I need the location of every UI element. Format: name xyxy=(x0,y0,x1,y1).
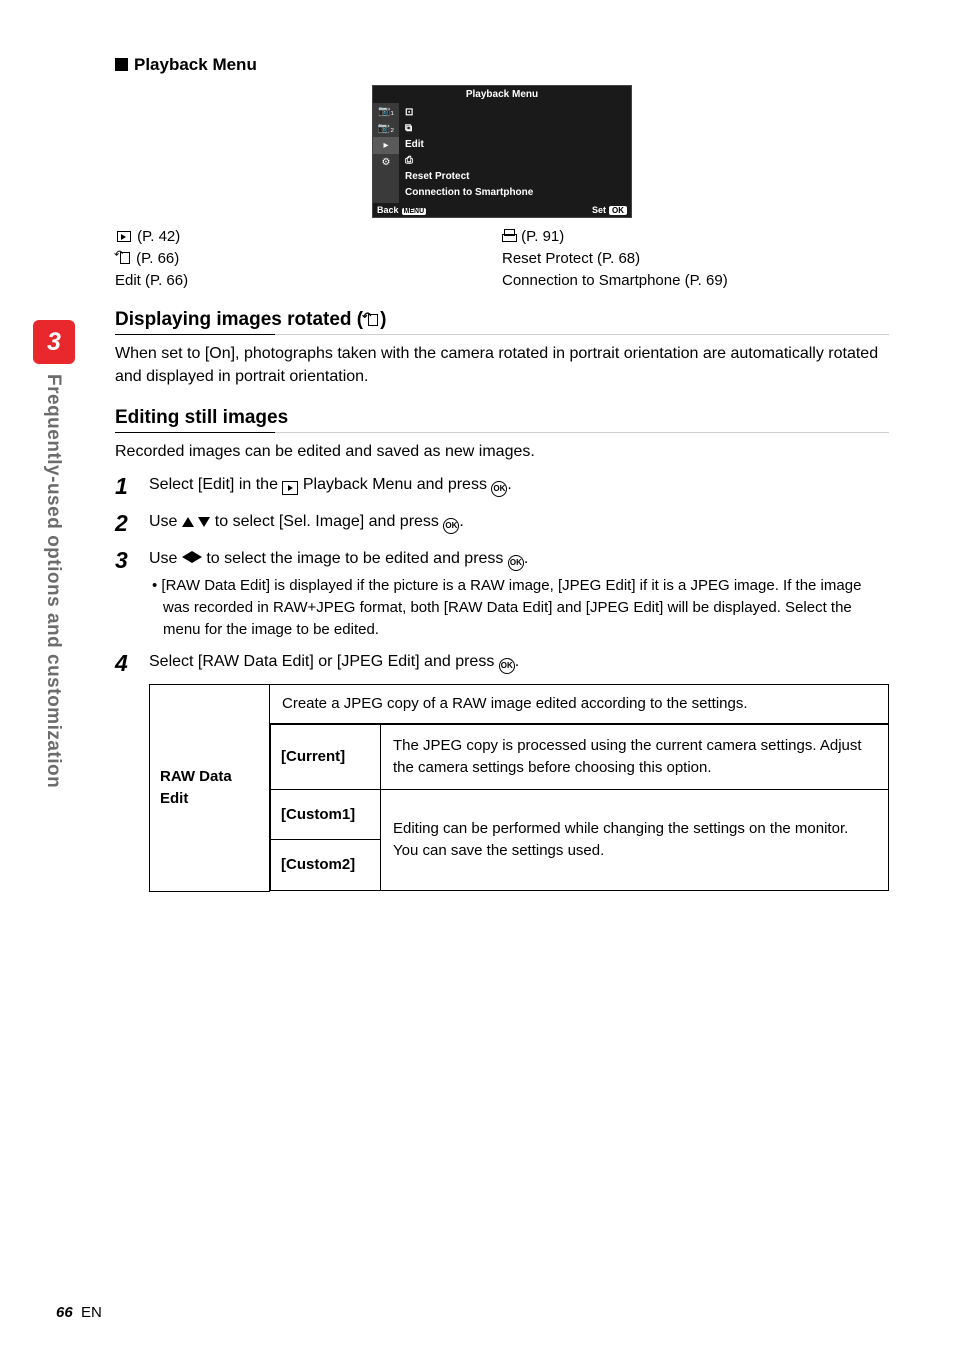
cell-current-desc: The JPEG copy is processed using the cur… xyxy=(381,725,889,790)
step-3-bullet: • [RAW Data Edit] is displayed if the pi… xyxy=(149,575,889,640)
slideshow-icon xyxy=(115,230,133,243)
step-2: 2 Use to select [Sel. Image] and press O… xyxy=(115,510,889,537)
table-row-head: RAW Data Edit xyxy=(150,685,270,891)
ok-icon: OK xyxy=(443,518,459,534)
down-arrow-icon xyxy=(198,517,210,527)
cell-custom1: [Custom1] xyxy=(271,789,381,840)
step-1: 1 Select [Edit] in the Playback Menu and… xyxy=(115,473,889,500)
menu-items: ⊡ ⧉ Edit ⎙ Reset Protect Connection to S… xyxy=(399,103,631,203)
chapter-number: 3 xyxy=(33,320,75,364)
para-rotate: When set to [On], photographs taken with… xyxy=(115,343,889,388)
table-top-desc: Create a JPEG copy of a RAW image edited… xyxy=(270,685,889,724)
section-heading: Playback Menu xyxy=(115,55,889,75)
raw-edit-table: RAW Data Edit Create a JPEG copy of a RA… xyxy=(149,684,889,891)
step-3: 3 Use to select the image to be edited a… xyxy=(115,547,889,640)
playback-menu-screenshot: Playback Menu 📷₁ 📷₂ ▸ ⚙ ⊡ ⧉ Edit ⎙ Reset… xyxy=(372,85,632,218)
para-edit: Recorded images can be edited and saved … xyxy=(115,441,889,464)
print-order-icon xyxy=(502,229,517,243)
side-tab: 3 Frequently-used options and customizat… xyxy=(33,320,75,788)
square-bullet-icon xyxy=(115,58,128,71)
cell-current: [Current] xyxy=(271,725,381,790)
ok-icon: OK xyxy=(491,481,507,497)
cell-custom-desc: Editing can be performed while changing … xyxy=(381,789,889,891)
step-4: 4 Select [RAW Data Edit] or [JPEG Edit] … xyxy=(115,650,889,891)
playback-icon xyxy=(282,481,298,495)
page-number: 66 EN xyxy=(56,1304,102,1321)
heading-rotate: Displaying images rotated (↶) xyxy=(115,309,889,336)
cell-custom2: [Custom2] xyxy=(271,840,381,891)
page-references: (P. 42) ↶ (P. 66) Edit (P. 66) (P. 91) R… xyxy=(115,226,889,291)
rotate-icon: ↶ xyxy=(363,312,380,327)
up-arrow-icon xyxy=(182,517,194,527)
menu-footer: BackMENU SetOK xyxy=(373,203,631,217)
left-arrow-icon xyxy=(182,551,192,563)
ok-icon: OK xyxy=(508,555,524,571)
ok-icon: OK xyxy=(499,658,515,674)
right-arrow-icon xyxy=(192,551,202,563)
menu-title: Playback Menu xyxy=(373,86,631,103)
rotate-icon: ↶ xyxy=(115,250,132,265)
chapter-label: Frequently-used options and customizatio… xyxy=(42,374,64,788)
menu-side-icons: 📷₁ 📷₂ ▸ ⚙ xyxy=(373,103,399,203)
heading-edit: Editing still images xyxy=(115,407,889,434)
